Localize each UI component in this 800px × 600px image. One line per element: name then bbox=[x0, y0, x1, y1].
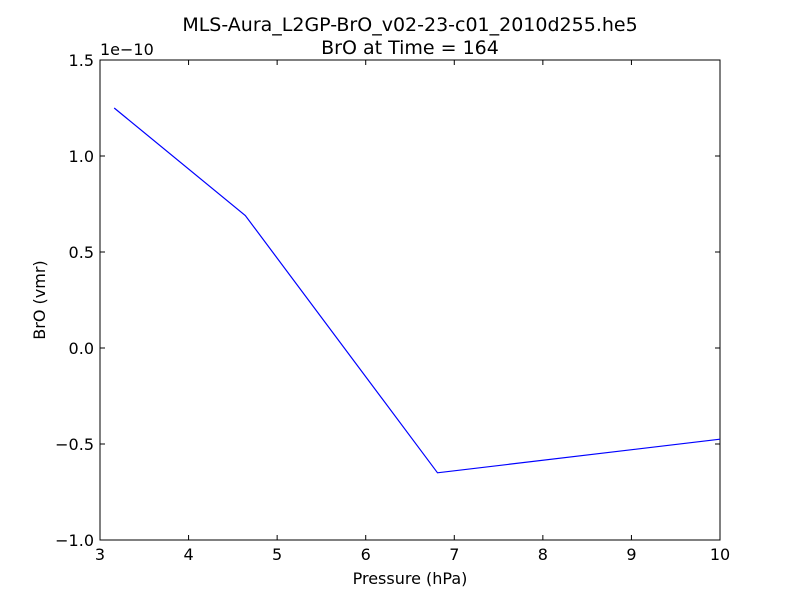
y-axis-label: BrO (vmr) bbox=[30, 260, 49, 339]
y-tick-label: 0.5 bbox=[69, 243, 94, 262]
x-tick-label: 8 bbox=[538, 545, 548, 564]
series-layer bbox=[113, 107, 721, 474]
x-axis-label: Pressure (hPa) bbox=[353, 569, 468, 588]
x-axis-ticks: 3 4 5 6 7 8 9 10 bbox=[95, 60, 730, 564]
chart-title: MLS-Aura_L2GP-BrO_v02-23-c01_2010d255.he… bbox=[182, 14, 637, 36]
chart-subtitle: BrO at Time = 164 bbox=[321, 37, 499, 59]
y-axis-ticks: −1.0 −0.5 0.0 0.5 1.0 1.5 bbox=[55, 51, 720, 550]
y-axis-offset-label: 1e−10 bbox=[100, 40, 154, 59]
y-tick-label: −1.0 bbox=[55, 531, 94, 550]
y-tick-label: 0.0 bbox=[69, 339, 94, 358]
x-tick-label: 9 bbox=[626, 545, 636, 564]
x-tick-label: 3 bbox=[95, 545, 105, 564]
x-tick-label: 10 bbox=[710, 545, 730, 564]
x-tick-label: 7 bbox=[449, 545, 459, 564]
plot-frame bbox=[99, 59, 721, 541]
x-tick-label: 6 bbox=[361, 545, 371, 564]
x-tick-label: 4 bbox=[183, 545, 193, 564]
y-tick-label: −0.5 bbox=[55, 435, 94, 454]
y-tick-label: 1.5 bbox=[69, 51, 94, 70]
y-tick-label: 1.0 bbox=[69, 147, 94, 166]
series-line bbox=[113, 107, 721, 474]
x-tick-label: 5 bbox=[272, 545, 282, 564]
